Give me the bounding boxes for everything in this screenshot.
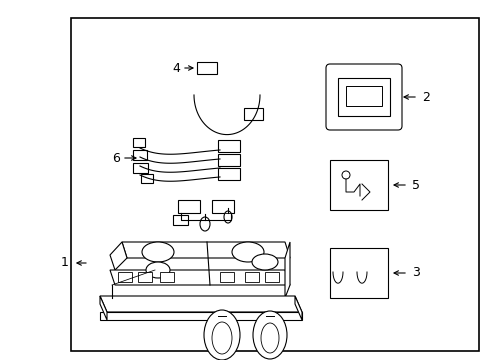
- Bar: [133, 163, 148, 173]
- Bar: [160, 272, 174, 282]
- Bar: [218, 140, 240, 152]
- Bar: [264, 272, 279, 282]
- Polygon shape: [100, 296, 107, 320]
- Bar: [133, 150, 147, 160]
- Bar: [244, 272, 259, 282]
- Bar: [218, 154, 240, 166]
- Polygon shape: [100, 296, 302, 312]
- Polygon shape: [110, 242, 127, 270]
- FancyBboxPatch shape: [325, 64, 401, 130]
- Ellipse shape: [251, 254, 278, 270]
- Bar: [212, 200, 234, 213]
- Bar: [197, 62, 217, 74]
- Text: 4: 4: [172, 62, 180, 75]
- Text: 5: 5: [411, 179, 419, 192]
- Polygon shape: [285, 242, 289, 298]
- Polygon shape: [110, 270, 289, 285]
- Ellipse shape: [231, 242, 264, 262]
- Ellipse shape: [341, 171, 349, 179]
- Bar: [178, 200, 200, 213]
- Bar: [71, 18, 478, 351]
- Bar: [218, 168, 240, 180]
- Ellipse shape: [200, 217, 209, 231]
- Ellipse shape: [142, 242, 174, 262]
- Bar: [133, 138, 145, 147]
- Ellipse shape: [212, 322, 231, 354]
- Polygon shape: [294, 296, 302, 320]
- Polygon shape: [122, 242, 289, 258]
- Ellipse shape: [252, 311, 286, 359]
- Bar: [346, 86, 381, 106]
- Bar: [337, 78, 389, 116]
- Text: 3: 3: [411, 266, 419, 279]
- Bar: [220, 272, 234, 282]
- Bar: [173, 215, 187, 225]
- Bar: [329, 248, 387, 298]
- Bar: [141, 174, 153, 183]
- Bar: [138, 272, 152, 282]
- Polygon shape: [100, 312, 302, 320]
- Ellipse shape: [224, 211, 231, 223]
- Bar: [244, 108, 263, 120]
- Text: 6: 6: [112, 152, 120, 165]
- Ellipse shape: [203, 310, 240, 360]
- Text: 2: 2: [421, 90, 429, 104]
- Text: 1: 1: [61, 256, 69, 270]
- Ellipse shape: [146, 262, 170, 278]
- Ellipse shape: [261, 323, 279, 353]
- Bar: [329, 160, 387, 210]
- Bar: [118, 272, 132, 282]
